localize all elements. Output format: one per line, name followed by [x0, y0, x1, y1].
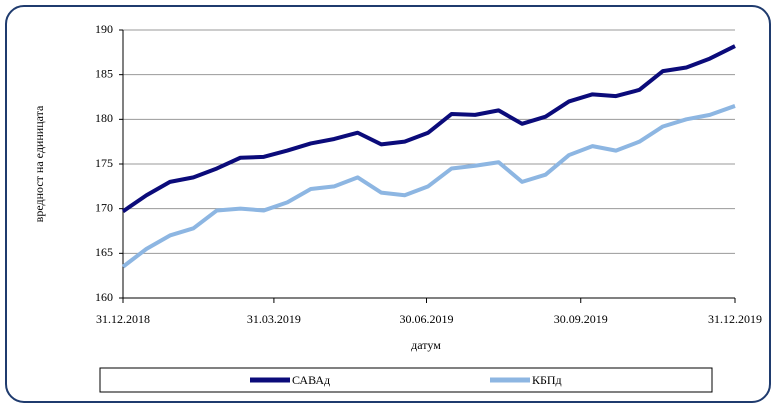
x-tick-label: 30.09.2019 — [554, 312, 608, 326]
y-axis-label: вредност на единицата — [32, 105, 46, 222]
y-tick-label: 165 — [95, 245, 113, 259]
x-tick-label: 30.06.2019 — [399, 312, 453, 326]
frame — [5, 5, 771, 403]
y-tick-label: 170 — [95, 200, 113, 214]
y-tick-label: 185 — [95, 66, 113, 80]
series-line — [121, 104, 736, 269]
legend-label: КБПд — [532, 373, 562, 387]
x-tick-label: 31.12.2018 — [96, 312, 150, 326]
x-tick-label: 31.12.2019 — [708, 312, 762, 326]
y-tick-label: 180 — [95, 111, 113, 125]
legend-box — [99, 367, 713, 393]
legend-label: САВАд — [292, 373, 330, 387]
y-tick-label: 190 — [95, 22, 113, 36]
series-line — [121, 44, 736, 213]
x-tick-label: 31.03.2019 — [247, 312, 301, 326]
y-tick-label: 175 — [95, 156, 113, 170]
x-axis-label: датум — [411, 338, 441, 352]
y-tick-label: 160 — [95, 290, 113, 304]
